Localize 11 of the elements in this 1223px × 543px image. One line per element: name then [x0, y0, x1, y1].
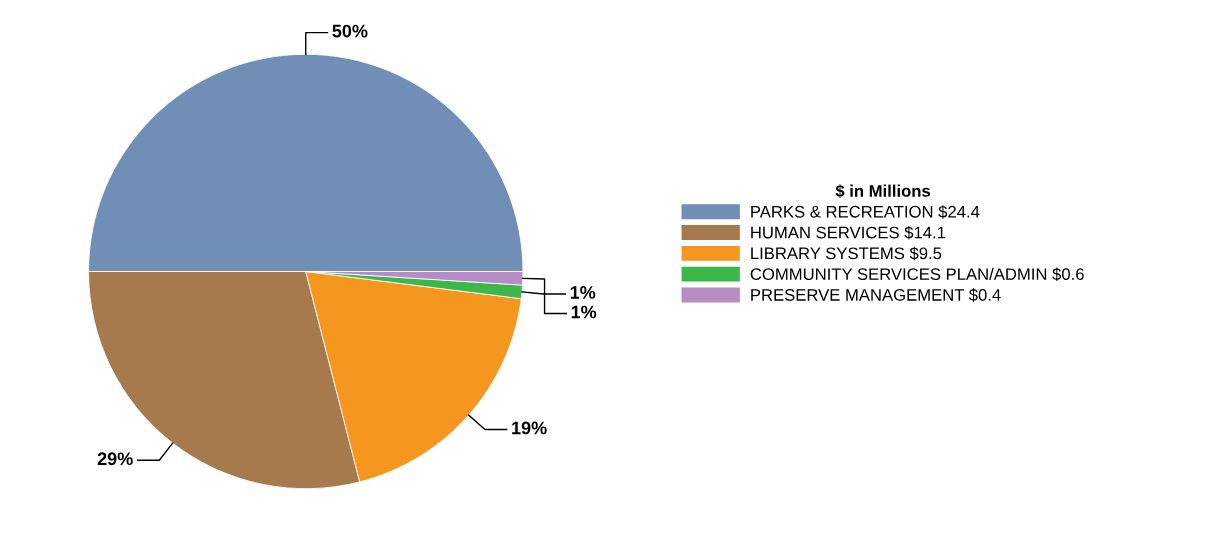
data-label: 1%: [570, 286, 596, 299]
data-label: 19%: [512, 421, 547, 435]
data-label: 50%: [332, 24, 368, 38]
legend-label: PRESERVE MANAGEMENT $0.4: [751, 288, 1001, 302]
data-label: 1%: [571, 305, 597, 319]
data-label: 29%: [97, 452, 133, 466]
legend-title: $ in Millions: [835, 184, 931, 198]
legend-label: LIBRARY SYSTEMS $9.5: [751, 246, 942, 261]
legend-label: PARKS & RECREATION $24.4: [751, 205, 980, 219]
legend-label: COMMUNITY SERVICES PLAN/ADMIN $0.6: [750, 267, 1084, 281]
legend-label: HUMAN SERVICES $14.1: [751, 225, 946, 240]
